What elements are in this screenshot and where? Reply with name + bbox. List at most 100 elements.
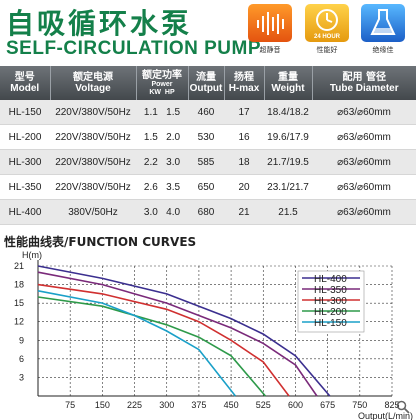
col-hmax: 扬程 H-max <box>224 66 265 100</box>
badge-insulation: 绝缘佳 <box>360 4 406 55</box>
y-tick-label: 9 <box>19 335 24 345</box>
col-weight-en: Weight <box>271 83 305 94</box>
col-output: 流量 Output <box>188 66 225 100</box>
cell-hmax: 16 <box>224 124 264 150</box>
cell-power: 2.2 3.0 <box>136 149 188 175</box>
x-tick-label: 525 <box>256 400 271 410</box>
cell-tube: ⌀63/⌀60mm <box>312 124 416 150</box>
x-tick-label: 825 <box>384 400 399 410</box>
spec-table: 型号 Model 额定电源 Voltage 额定功率 Power KW HP 流… <box>0 66 416 225</box>
col-power: 额定功率 Power KW HP <box>136 66 189 100</box>
cell-power: 1.1 1.5 <box>136 100 188 125</box>
col-model-en: Model <box>10 83 40 94</box>
curve-hl-300 <box>37 283 290 397</box>
cell-hp: 2.0 <box>166 131 181 143</box>
y-axis-label: H(m) <box>22 250 42 260</box>
24-hour-icon: 24 HOUR <box>314 9 341 40</box>
table-header-row: 型号 Model 额定电源 Voltage 额定功率 Power KW HP 流… <box>0 66 416 100</box>
badge-performance-caption: 性能好 <box>316 46 338 54</box>
legend-label: HL-200 <box>314 307 347 318</box>
legend-label: HL-400 <box>314 274 347 285</box>
cell-model: HL-350 <box>0 174 50 200</box>
x-tick-label: 150 <box>95 400 110 410</box>
x-axis-label: Output(L/min) <box>358 411 413 420</box>
table-row: HL-150 220V/380V/50Hz 1.1 1.5 460 17 18.… <box>0 100 416 125</box>
cell-kw: 1.5 <box>143 131 158 143</box>
x-tick-label: 225 <box>127 400 142 410</box>
col-weight-cn: 重量 <box>278 72 298 83</box>
sound-wave-icon <box>257 12 284 35</box>
legend-label: HL-300 <box>314 296 347 307</box>
cell-power: 3.0 4.0 <box>136 199 188 225</box>
cell-hp: 3.5 <box>166 181 181 193</box>
cell-hmax: 21 <box>224 199 264 225</box>
col-hmax-cn: 扬程 <box>234 72 254 83</box>
curve-hl-350 <box>37 271 318 397</box>
badge-24h-label: 24 HOUR <box>314 34 341 40</box>
magnifier-icon[interactable] <box>396 400 410 414</box>
y-tick-label: 21 <box>14 261 24 271</box>
cell-power: 2.6 3.5 <box>136 174 188 200</box>
col-power-cn: 额定功率 <box>142 69 182 81</box>
badge-quiet: 超静音 <box>247 4 293 55</box>
col-tube-cn: 配用 管径 <box>342 72 386 83</box>
legend-label: HL-150 <box>314 318 347 329</box>
cell-hmax: 17 <box>224 100 264 125</box>
cell-power: 1.5 2.0 <box>136 124 188 150</box>
y-tick-label: 15 <box>14 298 24 308</box>
cell-weight: 18.4/18.2 <box>264 100 312 125</box>
x-tick-label: 375 <box>191 400 206 410</box>
cell-model: HL-300 <box>0 149 50 175</box>
cell-kw: 3.0 <box>143 206 158 218</box>
cell-output: 650 <box>188 174 224 200</box>
x-tick-label: 750 <box>352 400 367 410</box>
table-row: HL-200 220V/380V/50Hz 1.5 2.0 530 16 19.… <box>0 124 416 150</box>
col-tube-en: Tube Diameter <box>329 83 399 94</box>
y-tick-label: 18 <box>14 280 24 290</box>
col-power-kw: KW <box>149 88 162 96</box>
flask-icon <box>370 9 396 35</box>
x-tick-label: 450 <box>224 400 239 410</box>
x-tick-label: 300 <box>159 400 174 410</box>
badge-performance: 24 HOUR 性能好 <box>304 4 350 55</box>
table-row: HL-350 220V/380V/50Hz 2.6 3.5 650 20 23.… <box>0 174 416 200</box>
y-tick-label: 12 <box>14 317 24 327</box>
cell-tube: ⌀63/⌀60mm <box>312 174 416 200</box>
cell-weight: 19.6/17.9 <box>264 124 312 150</box>
cell-voltage: 380V/50Hz <box>50 199 136 225</box>
cell-weight: 21.5 <box>264 199 312 225</box>
cell-hp: 1.5 <box>166 106 181 118</box>
col-model: 型号 Model <box>0 66 51 100</box>
cell-voltage: 220V/380V/50Hz <box>50 124 136 150</box>
badge-quiet-caption: 超静音 <box>259 46 281 54</box>
cell-hp: 4.0 <box>166 206 181 218</box>
x-tick-label: 675 <box>320 400 335 410</box>
col-weight: 重量 Weight <box>264 66 313 100</box>
cell-kw: 2.6 <box>143 181 158 193</box>
cell-tube: ⌀63/⌀60mm <box>312 100 416 125</box>
function-curves-chart: 75 150 225 300 375 450 525 600 675 750 825 3 6 9 12 15 1… <box>14 250 413 420</box>
col-voltage-en: Voltage <box>75 83 111 94</box>
col-output-cn: 流量 <box>196 72 216 83</box>
col-voltage: 额定电源 Voltage <box>50 66 137 100</box>
cell-model: HL-400 <box>0 199 50 225</box>
cell-voltage: 220V/380V/50Hz <box>50 100 136 125</box>
x-tick-label: 600 <box>288 400 303 410</box>
cell-hmax: 18 <box>224 149 264 175</box>
cell-weight: 21.7/19.5 <box>264 149 312 175</box>
cell-tube: ⌀63/⌀60mm <box>312 199 416 225</box>
title-en: SELF-CIRCULATION PUMP <box>6 38 262 59</box>
col-hmax-en: H-max <box>228 83 260 94</box>
col-power-units: KW HP <box>137 89 188 97</box>
y-tick-label: 6 <box>19 354 24 364</box>
col-power-hp: HP <box>164 88 175 96</box>
curve-hl-150 <box>37 290 237 397</box>
col-power-en: Power <box>151 80 173 88</box>
curve-hl-200 <box>37 296 267 397</box>
cell-hp: 3.0 <box>166 156 181 168</box>
title-cn: 自吸循环水泵 <box>6 7 193 40</box>
badge-insulation-caption: 绝缘佳 <box>372 46 394 54</box>
curves-title: 性能曲线表/FUNCTION CURVES <box>4 235 197 249</box>
cell-kw: 2.2 <box>143 156 158 168</box>
cell-output: 460 <box>188 100 224 125</box>
